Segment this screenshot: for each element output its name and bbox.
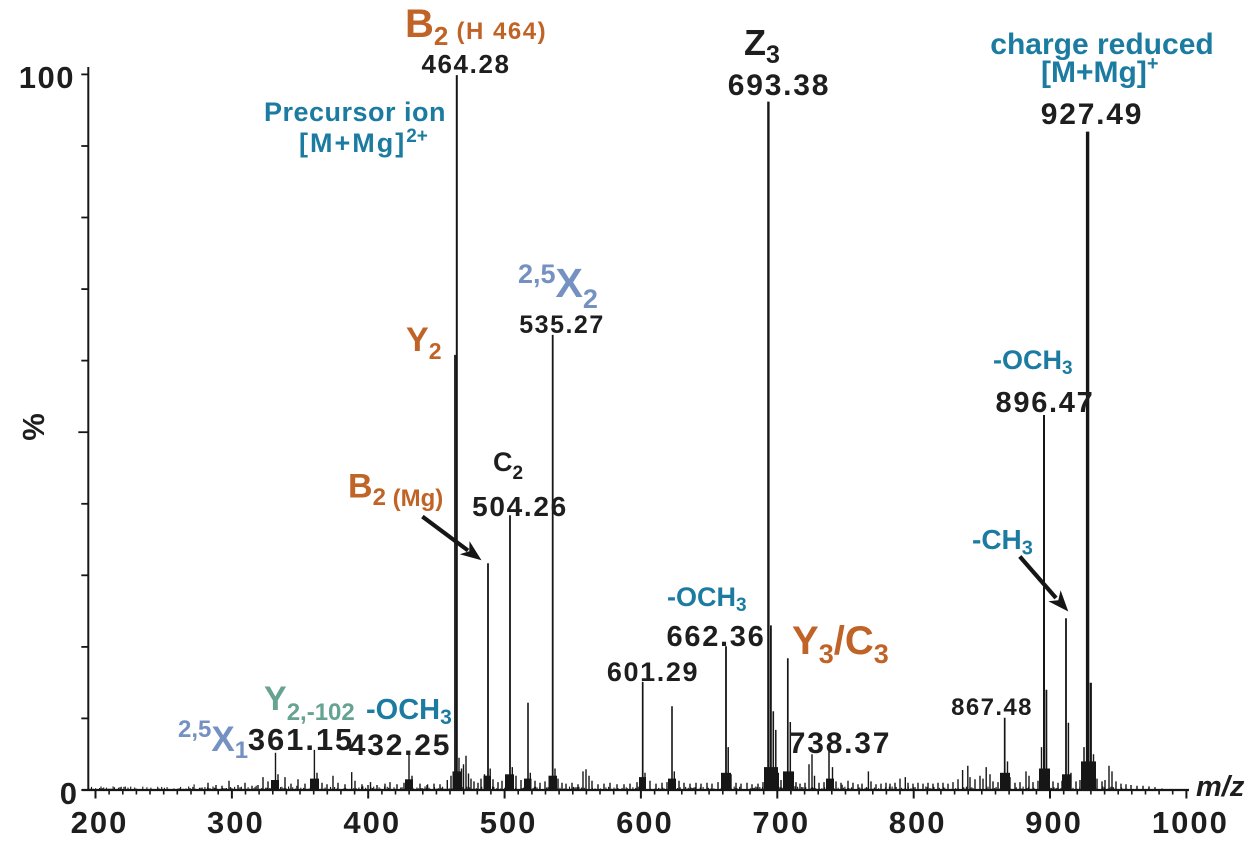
svg-text:400: 400 <box>343 805 401 840</box>
svg-text:500: 500 <box>480 805 538 840</box>
svg-text:662.36: 662.36 <box>667 621 766 653</box>
svg-text:900: 900 <box>1025 805 1083 840</box>
svg-text:[M+Mg]+: [M+Mg]+ <box>1041 53 1159 89</box>
svg-text:600: 600 <box>616 805 674 840</box>
svg-text:738.37: 738.37 <box>789 727 892 760</box>
svg-text:Z3: Z3 <box>744 22 780 69</box>
svg-text:B2 (Mg): B2 (Mg) <box>348 468 443 513</box>
svg-text:200: 200 <box>71 805 129 840</box>
svg-text:300: 300 <box>207 805 265 840</box>
svg-text:m/z: m/z <box>1196 771 1245 803</box>
svg-text:601.29: 601.29 <box>607 657 699 687</box>
svg-text:charge reduced: charge reduced <box>990 28 1213 61</box>
svg-text:100: 100 <box>19 60 75 95</box>
svg-text:432.25: 432.25 <box>349 729 452 762</box>
svg-text:464.28: 464.28 <box>421 49 510 79</box>
svg-text:800: 800 <box>889 805 947 840</box>
svg-text:0: 0 <box>60 776 77 811</box>
svg-text:Y2,-102: Y2,-102 <box>264 680 355 726</box>
svg-text:[M+Mg]2+: [M+Mg]2+ <box>299 126 428 158</box>
svg-text:867.48: 867.48 <box>951 694 1033 721</box>
svg-text:B2 (H 464): B2 (H 464) <box>405 2 547 51</box>
svg-text:%: % <box>16 413 51 441</box>
svg-text:Y3/C3: Y3/C3 <box>792 619 889 669</box>
svg-text:700: 700 <box>752 805 810 840</box>
svg-text:C2: C2 <box>493 447 523 484</box>
svg-text:-OCH3: -OCH3 <box>993 345 1073 379</box>
svg-text:-CH3: -CH3 <box>972 524 1033 560</box>
svg-text:896.47: 896.47 <box>996 387 1095 419</box>
svg-text:Y2: Y2 <box>406 321 441 364</box>
svg-text:693.38: 693.38 <box>728 69 831 102</box>
svg-text:-OCH3: -OCH3 <box>366 694 452 729</box>
svg-text:535.27: 535.27 <box>519 311 604 339</box>
svg-text:-OCH3: -OCH3 <box>667 582 747 616</box>
svg-text:361.15: 361.15 <box>248 722 354 757</box>
svg-text:1000: 1000 <box>1152 805 1229 840</box>
svg-text:2,5X2: 2,5X2 <box>518 259 598 314</box>
svg-text:2,5X1: 2,5X1 <box>178 716 248 764</box>
svg-text:Precursor ion: Precursor ion <box>264 97 446 127</box>
svg-text:927.49: 927.49 <box>1041 98 1144 131</box>
svg-text:504.26: 504.26 <box>472 491 568 522</box>
